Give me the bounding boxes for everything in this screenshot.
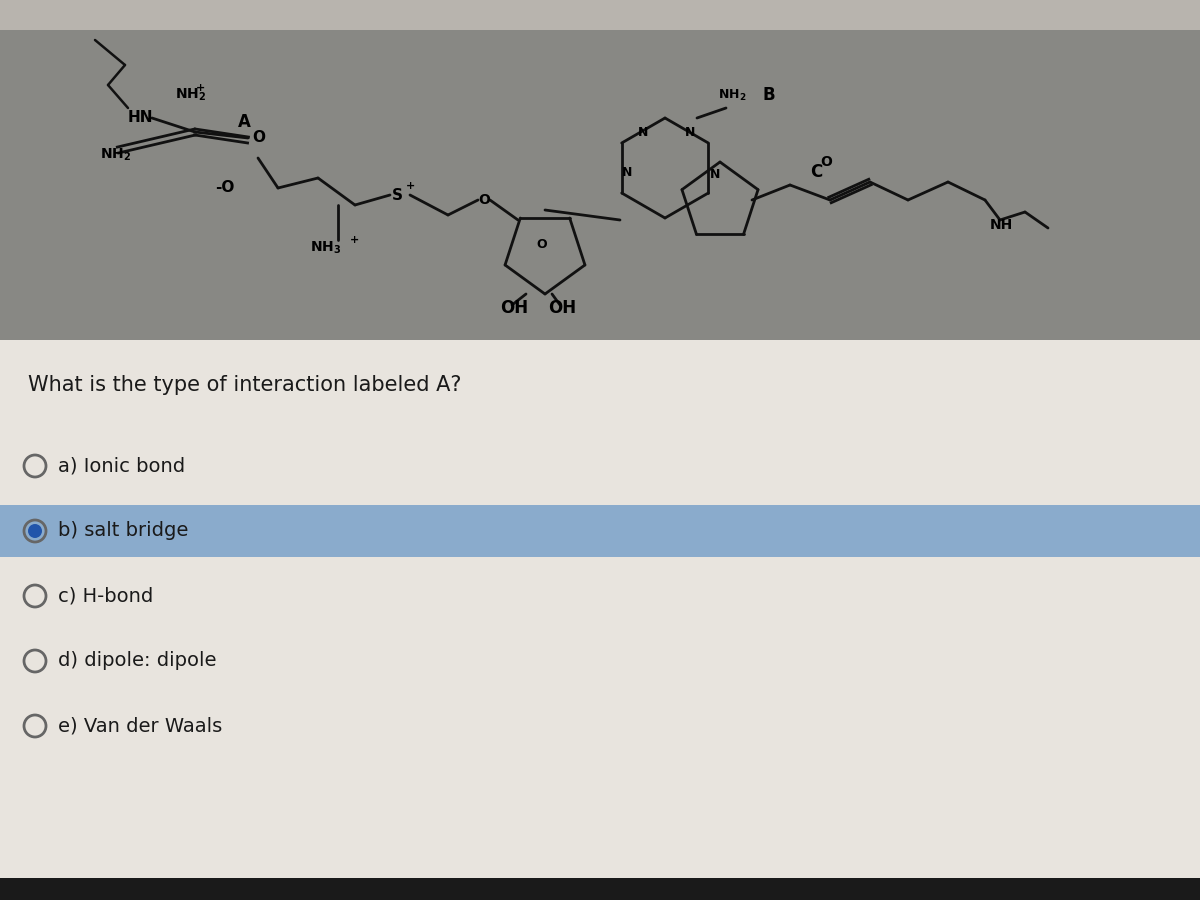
Text: $\mathregular{NH_2}$: $\mathregular{NH_2}$ — [718, 87, 746, 103]
Text: a) Ionic bond: a) Ionic bond — [58, 456, 185, 475]
Text: B: B — [762, 86, 775, 104]
Text: O: O — [536, 238, 547, 251]
Text: $\mathregular{NH_3}$: $\mathregular{NH_3}$ — [310, 239, 341, 256]
Text: What is the type of interaction labeled A?: What is the type of interaction labeled … — [28, 375, 462, 395]
FancyBboxPatch shape — [0, 0, 1200, 30]
Text: -O: -O — [215, 181, 234, 195]
Text: OH: OH — [548, 299, 576, 317]
Text: C: C — [810, 163, 822, 181]
Text: O: O — [820, 155, 832, 169]
FancyBboxPatch shape — [0, 878, 1200, 900]
Text: A: A — [238, 113, 251, 131]
Text: +: + — [350, 235, 359, 245]
Text: b) salt bridge: b) salt bridge — [58, 521, 188, 541]
Text: N: N — [685, 125, 695, 139]
Text: d) dipole: dipole: d) dipole: dipole — [58, 652, 216, 670]
Text: O: O — [478, 193, 490, 207]
Circle shape — [28, 524, 42, 538]
Text: N: N — [710, 168, 720, 182]
FancyBboxPatch shape — [0, 505, 1200, 557]
Text: S: S — [392, 187, 403, 202]
Text: e) Van der Waals: e) Van der Waals — [58, 716, 222, 735]
Text: OH: OH — [500, 299, 528, 317]
Text: +: + — [406, 181, 415, 191]
FancyBboxPatch shape — [0, 340, 1200, 900]
Text: NH: NH — [990, 218, 1013, 232]
Text: c) H-bond: c) H-bond — [58, 587, 154, 606]
Text: N: N — [638, 125, 648, 139]
Text: O: O — [252, 130, 265, 146]
Text: HN: HN — [128, 111, 154, 125]
Text: $\mathregular{NH_2}$: $\mathregular{NH_2}$ — [175, 86, 206, 104]
FancyBboxPatch shape — [0, 0, 1200, 340]
Text: N: N — [622, 166, 632, 178]
Text: +: + — [196, 83, 205, 93]
Text: $\mathregular{NH_2}$: $\mathregular{NH_2}$ — [100, 147, 131, 163]
